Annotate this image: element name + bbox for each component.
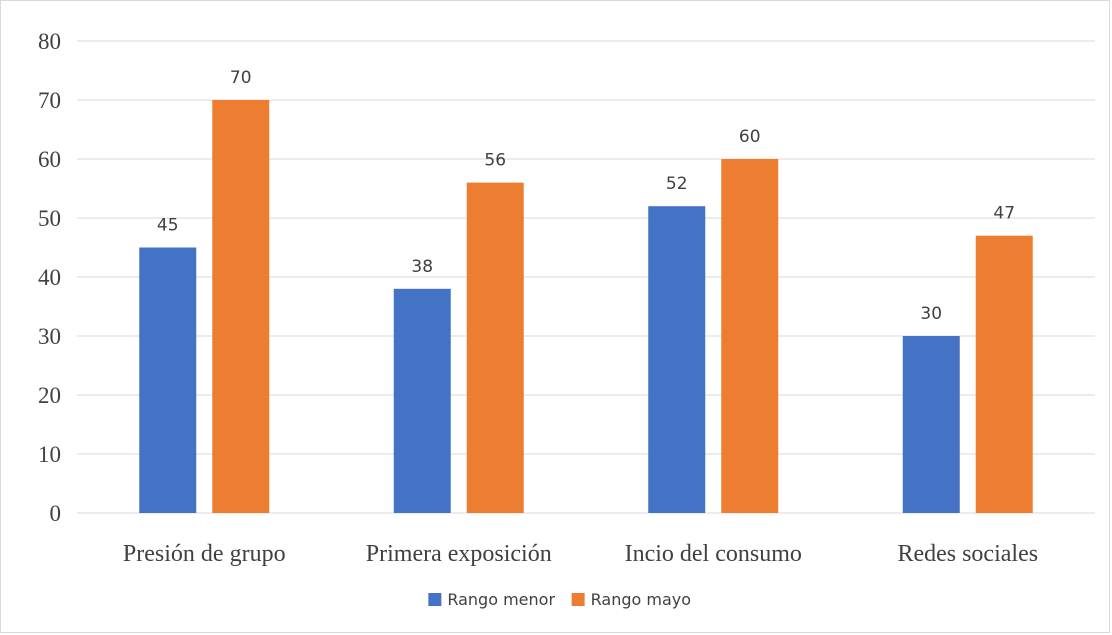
- data-label: 45: [157, 216, 179, 236]
- legend-swatch: [571, 593, 585, 606]
- y-tick-label: 0: [50, 501, 62, 526]
- y-tick-label: 10: [38, 442, 61, 467]
- legend-swatch: [428, 593, 442, 606]
- bar: [902, 336, 960, 513]
- bar: [721, 159, 779, 513]
- y-tick-label: 50: [38, 206, 61, 231]
- data-label: 52: [666, 174, 688, 194]
- data-label: 47: [993, 204, 1015, 224]
- y-tick-label: 30: [38, 324, 61, 349]
- data-label: 70: [230, 68, 252, 88]
- bar: [139, 247, 197, 513]
- data-label: 38: [411, 257, 433, 277]
- y-tick-label: 60: [38, 147, 61, 172]
- data-label: 30: [920, 304, 942, 324]
- bar: [393, 288, 451, 513]
- category-label: Redes sociales: [897, 541, 1038, 567]
- y-tick-label: 70: [38, 88, 61, 113]
- legend-label: Rango mayo: [591, 590, 691, 609]
- category-label: Incio del consumo: [625, 541, 802, 567]
- y-tick-label: 40: [38, 265, 61, 290]
- category-label: Primera exposición: [366, 541, 552, 567]
- bar: [466, 182, 524, 513]
- bar: [975, 235, 1033, 513]
- data-label: 56: [484, 151, 506, 171]
- y-tick-label: 80: [38, 29, 61, 54]
- legend-label: Rango menor: [447, 590, 555, 609]
- y-tick-label: 20: [38, 383, 61, 408]
- bar: [648, 206, 706, 513]
- bar: [212, 100, 270, 513]
- category-label: Presión de grupo: [123, 541, 286, 567]
- data-label: 60: [739, 127, 761, 147]
